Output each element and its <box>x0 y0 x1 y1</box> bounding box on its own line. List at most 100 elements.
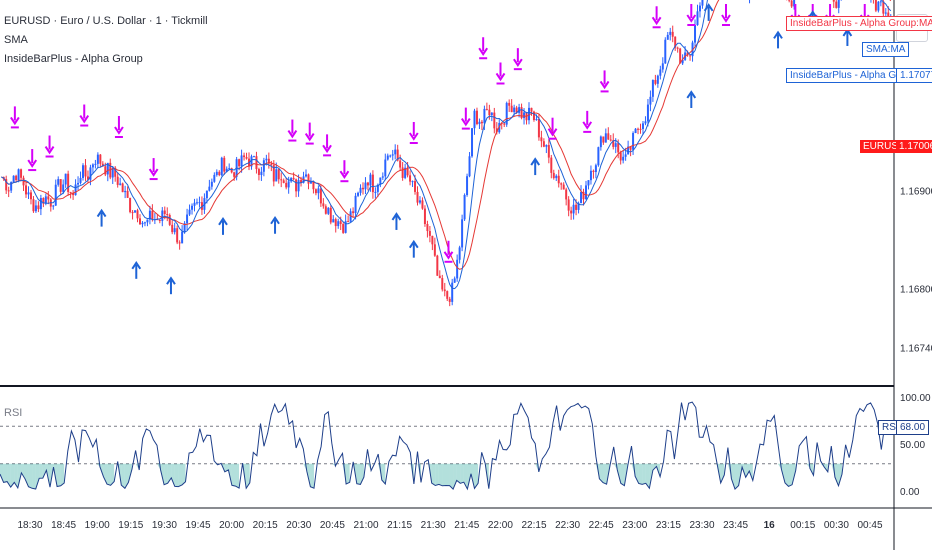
candle-body <box>537 119 540 138</box>
candle-body <box>10 181 13 191</box>
rsi-plot <box>0 401 892 491</box>
candle-body <box>466 176 469 196</box>
rsi-oversold-fill <box>32 463 36 489</box>
candle-body <box>505 102 508 125</box>
candle-body <box>218 171 221 176</box>
candle-body <box>634 128 637 134</box>
candle-body <box>567 199 570 211</box>
candle-body <box>386 155 389 160</box>
candle-body <box>314 189 317 194</box>
candle-body <box>458 247 461 260</box>
candle-body <box>461 219 464 248</box>
candle-body <box>580 191 583 204</box>
sma-legend[interactable]: SMA <box>4 34 28 46</box>
candle-body <box>874 0 877 11</box>
candle-body <box>604 133 607 143</box>
rsi-oversold-fill <box>834 463 839 486</box>
time-tick-label: 19:15 <box>118 520 143 531</box>
candle-body <box>34 205 37 212</box>
candle-body <box>77 182 80 185</box>
rsi-line <box>0 401 889 491</box>
rsi-oversold-fill <box>438 463 443 486</box>
rsi-oversold-fill <box>431 463 436 486</box>
candle-body <box>624 154 627 157</box>
candle-body <box>376 184 379 192</box>
rsi-oversold-fill <box>39 463 43 479</box>
rsi-oversold-fill <box>809 463 814 476</box>
candle-body <box>689 55 692 57</box>
candle-body <box>312 181 315 190</box>
candle-body <box>287 181 290 188</box>
time-tick-label: 00:45 <box>857 520 882 531</box>
candle-body <box>679 48 682 64</box>
down-arrow-head-icon <box>322 144 332 154</box>
time-tick-label: 23:15 <box>656 520 681 531</box>
candle-body <box>243 155 246 158</box>
candle-body <box>136 210 139 219</box>
candle-body <box>255 156 258 170</box>
candle-body <box>339 221 342 225</box>
candle-body <box>835 1 838 8</box>
rsi-oversold-fill <box>235 463 240 489</box>
candle-body <box>473 110 476 129</box>
candle-body <box>436 255 439 276</box>
candle-body <box>379 177 382 185</box>
candle-body <box>788 0 791 1</box>
rsi-oversold-fill <box>470 463 475 489</box>
candle-body <box>666 34 669 40</box>
candle-body <box>54 184 57 206</box>
moving-average-line <box>0 0 892 270</box>
candle-body <box>676 47 679 49</box>
last-price-tag: 1.17006 <box>896 140 932 153</box>
candle-body <box>664 39 667 64</box>
candle-body <box>111 167 114 178</box>
candle-body <box>94 163 97 165</box>
rsi-tick-label: 0.00 <box>900 487 920 498</box>
candle-body <box>319 188 322 204</box>
price-tick-label: 1.16740 <box>900 344 932 355</box>
candle-body <box>86 176 89 180</box>
rsi-oversold-fill <box>602 463 607 485</box>
candle-body <box>342 224 345 233</box>
candle-body <box>681 59 684 64</box>
symbol-legend[interactable]: EURUSD · Euro / U.S. Dollar · 1 · Tickmi… <box>4 15 208 27</box>
candle-body <box>280 179 283 181</box>
candle-body <box>587 180 590 186</box>
candle-body <box>15 175 18 181</box>
candle-body <box>138 218 141 225</box>
candle-body <box>359 187 362 193</box>
rsi-oversold-fill <box>174 463 179 487</box>
rsi-oversold-fill <box>24 463 29 487</box>
candle-body <box>535 119 538 121</box>
candle-body <box>166 213 169 215</box>
candle-body <box>508 102 511 106</box>
insidebar-legend[interactable]: InsideBarPlus - Alpha Group <box>4 53 143 65</box>
rsi-oversold-fill <box>14 463 18 488</box>
candle-body <box>394 149 397 155</box>
signal-arrows <box>10 3 870 295</box>
candle-body <box>146 219 149 223</box>
candle-body <box>599 136 602 148</box>
candle-body <box>456 259 459 279</box>
rsi-oversold-fill <box>10 463 15 488</box>
candle-body <box>632 133 635 150</box>
candle-body <box>161 210 164 221</box>
rsi-legend[interactable]: RSI <box>4 407 23 419</box>
candle-body <box>619 152 622 161</box>
rsi-oversold-fill <box>642 463 646 485</box>
candle-body <box>300 180 303 183</box>
candle-body <box>347 221 350 223</box>
rsi-oversold-fill <box>107 463 111 486</box>
candle-body <box>426 224 429 232</box>
candle-body <box>337 221 340 227</box>
candle-body <box>656 75 659 84</box>
price-tick-label: 1.16800 <box>900 285 932 296</box>
up-arrow-head-icon <box>218 217 228 226</box>
rsi-oversold-fill <box>449 463 454 490</box>
time-tick-label: 19:45 <box>185 520 210 531</box>
ma1-price-tag: 1.17077 <box>896 68 932 83</box>
up-arrow-head-icon <box>686 90 697 99</box>
candle-body <box>208 186 211 191</box>
candle-body <box>213 174 216 182</box>
